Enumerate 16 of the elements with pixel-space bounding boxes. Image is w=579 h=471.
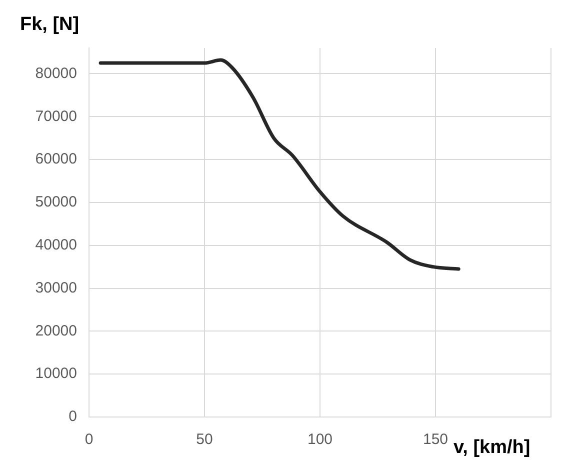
y-tick-label: 70000 bbox=[35, 108, 77, 125]
y-tick-label: 60000 bbox=[35, 150, 77, 168]
y-tick-label: 50000 bbox=[35, 194, 77, 211]
x-tick-label: 150 bbox=[422, 431, 448, 448]
y-tick-label: 0 bbox=[68, 408, 77, 426]
x-tick-label: 0 bbox=[84, 431, 94, 448]
y-tick-label: 40000 bbox=[35, 236, 77, 254]
x-axis-title: v, [km/h] bbox=[454, 437, 530, 458]
y-axis-title: Fk, [N] bbox=[20, 14, 80, 35]
y-tick-label: 20000 bbox=[35, 322, 77, 340]
line-series bbox=[98, 58, 460, 271]
y-tick-label: 80000 bbox=[35, 64, 77, 82]
y-tick-label: 30000 bbox=[35, 279, 77, 296]
y-tick-label: 10000 bbox=[35, 365, 77, 382]
x-tick-label: 50 bbox=[196, 431, 213, 448]
x-tick-label: 100 bbox=[307, 431, 333, 448]
